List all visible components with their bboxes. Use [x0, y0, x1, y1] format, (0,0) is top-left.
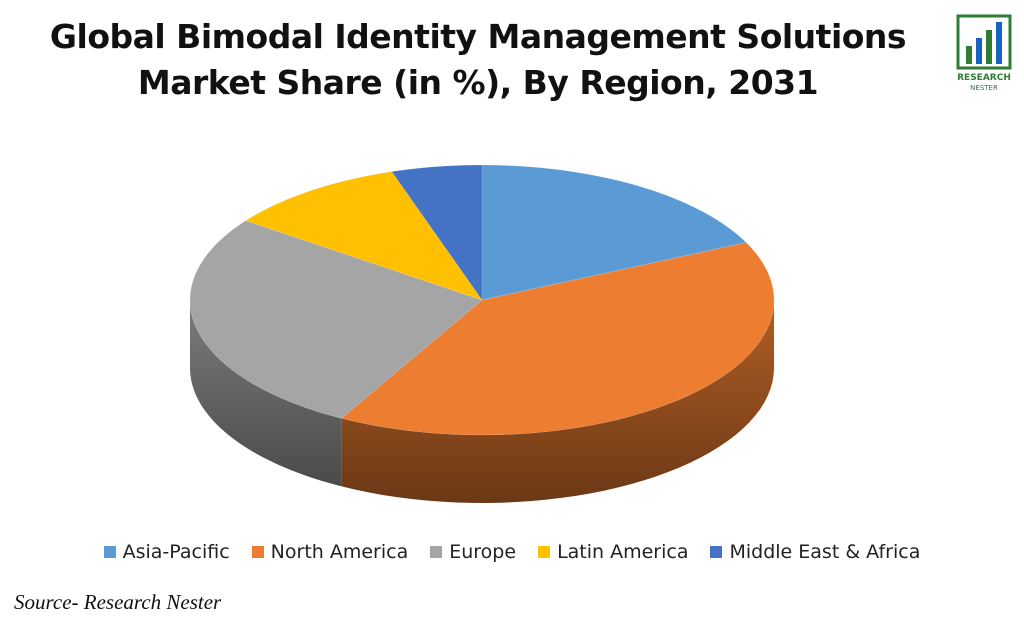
legend-swatch [710, 546, 723, 558]
legend-item: Asia-Pacific [103, 541, 230, 563]
legend-item: Middle East & Africa [710, 541, 920, 563]
legend-swatch [430, 546, 443, 558]
logo-bar [986, 30, 992, 64]
logo-bar [976, 38, 982, 64]
chart-title: Global Bimodal Identity Management Solut… [49, 17, 907, 102]
source: Source- Research Nester [14, 590, 222, 614]
slice [481, 164, 747, 301]
legend-label: North America [270, 541, 409, 563]
pie-chart [189, 164, 775, 503]
logo-bar [996, 22, 1002, 64]
slice-side [190, 300, 342, 487]
logo-text: NESTER [970, 84, 998, 92]
slice [189, 220, 483, 419]
legend-label: Latin America [557, 541, 689, 563]
slice [391, 164, 483, 301]
legend-item: North America [251, 541, 409, 563]
logo: RESEARCH NESTER [956, 14, 1012, 92]
legend-swatch [538, 546, 551, 558]
logo-bar [966, 46, 972, 64]
logo-text: RESEARCH [957, 73, 1011, 83]
legend-item: Europe [430, 541, 516, 563]
legend-label: Asia-Pacific [122, 541, 230, 563]
logo-frame [956, 14, 1012, 70]
legend-swatch [251, 546, 264, 558]
legend-item: Latin America [538, 541, 688, 563]
slice-side [341, 300, 774, 503]
slice [245, 171, 483, 301]
legend-label: Europe [449, 541, 517, 563]
legend-label: Middle East & Africa [729, 541, 921, 563]
legend-swatch [103, 546, 116, 558]
legend: Asia-Pacific North America Europe Latin Ame… [0, 541, 1024, 563]
slice [340, 242, 775, 436]
